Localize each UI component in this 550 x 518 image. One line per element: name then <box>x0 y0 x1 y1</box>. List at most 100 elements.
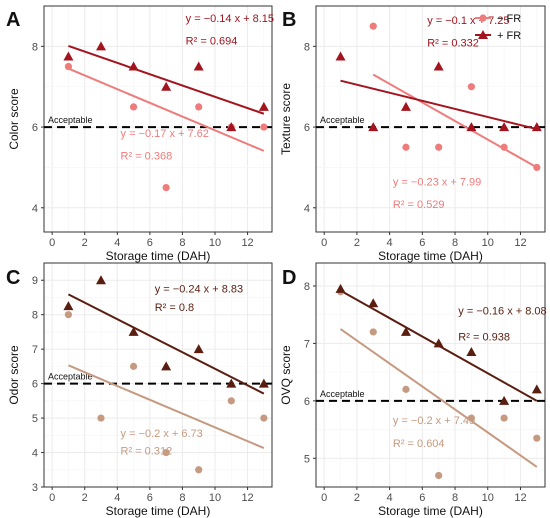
panel-c-point-0 <box>97 414 105 422</box>
panel-c-y-tick-label: 9 <box>32 275 38 287</box>
panel-a-equation-0: y = −0.17 x + 7.62 <box>121 128 209 140</box>
panel-c-point-0 <box>227 397 235 405</box>
panel-b-fit-line-0 <box>372 73 538 169</box>
panel-a-border <box>43 5 273 233</box>
panel-b-point-0 <box>533 163 541 172</box>
panel-c-x-tick-label: 2 <box>82 492 88 504</box>
panel-d-x-tick-label: 4 <box>387 492 393 504</box>
panel-d-point-0 <box>402 385 410 393</box>
panel-b-r2-1: R² = 0.332 <box>427 37 479 49</box>
panel-c-point-1 <box>226 378 237 388</box>
panel-b-x-tick-label: 8 <box>452 237 458 249</box>
panel-c-r2-1: R² = 0.8 <box>155 302 194 314</box>
panel-b-label: B <box>282 9 296 31</box>
panel-d-point-1 <box>368 298 379 308</box>
panel-d-equation-1: y = −0.16 x + 8.08 <box>458 306 546 318</box>
panel-a-fit-line-1 <box>68 45 265 115</box>
panel-a-equation-1: y = −0.14 x + 8.15 <box>186 13 274 25</box>
panel-a-y-tick-label: 4 <box>32 203 38 215</box>
panel-d-threshold-label: Acceptable <box>320 389 365 399</box>
panel-d-point-0 <box>533 434 541 442</box>
panel-b-r2-0: R² = 0.529 <box>393 199 445 211</box>
panel-c-x-tick-label: 6 <box>147 492 153 504</box>
panel-b-point-1 <box>433 61 444 71</box>
panel-b-y-axis-title: Texture score <box>279 83 293 155</box>
panel-c-point-0 <box>260 414 268 422</box>
panel-c-x-tick-label: 0 <box>49 492 55 504</box>
panel-c-y-tick-label: 6 <box>32 379 38 391</box>
panel-c-point-0 <box>129 362 138 370</box>
panel-d-point-1 <box>400 326 411 336</box>
panel-a-point-1 <box>128 61 139 71</box>
panel-a-x-tick-label: 6 <box>147 237 153 249</box>
panel-a-y-tick-label: 8 <box>32 41 38 53</box>
panel-b-point-1 <box>335 51 346 61</box>
panel-c-y-tick-label: 7 <box>32 344 38 356</box>
panel-a-point-1 <box>63 51 74 61</box>
panel-a-y-tick-label: 6 <box>32 122 38 134</box>
panel-b-x-tick-label: 10 <box>482 237 494 249</box>
panel-a-r2-0: R² = 0.368 <box>121 150 173 162</box>
panel-d-y-tick-label: 8 <box>304 281 310 293</box>
panel-d-r2-1: R² = 0.938 <box>458 332 510 344</box>
panel-b-point-1 <box>531 122 542 132</box>
panel-c-point-0 <box>64 311 73 319</box>
panel-a-fit-line-0 <box>68 67 265 152</box>
panel-b-x-tick-label: 12 <box>514 237 526 249</box>
panel-a-point-0 <box>162 184 170 192</box>
panel-b-point-1 <box>499 122 510 132</box>
panel-d-equation-0: y = −0.2 x + 7.45 <box>393 415 475 427</box>
panel-c-x-axis-title: Storage time (DAH) <box>106 504 211 518</box>
panel-c-point-1 <box>193 344 204 354</box>
panel-c-y-axis-title: Odor score <box>7 345 21 405</box>
panel-c-y-tick-label: 5 <box>32 413 38 425</box>
panel-a-x-tick-label: 12 <box>241 237 253 249</box>
panel-c-point-1 <box>63 301 74 311</box>
panel-b-x-tick-label: 4 <box>387 237 393 249</box>
panel-c-x-tick-label: 10 <box>209 492 221 504</box>
panel-d-point-0 <box>369 328 377 336</box>
panel-b-point-0 <box>369 22 377 30</box>
panel-d-x-axis-title: Storage time (DAH) <box>378 504 483 518</box>
panel-c-point-1 <box>128 326 139 336</box>
panel-d-x-tick-label: 0 <box>321 492 327 504</box>
panel-b-x-tick-label: 2 <box>354 237 360 249</box>
panel-c-point-0 <box>162 448 170 457</box>
panel-c-x-tick-label: 12 <box>241 492 253 504</box>
panel-b-point-1 <box>400 101 411 111</box>
panel-d-x-tick-label: 8 <box>452 492 458 504</box>
panel-b-y-tick-label: 8 <box>304 41 310 53</box>
panel-c-equation-0: y = −0.2 x + 6.73 <box>121 428 203 440</box>
panel-b-border <box>315 5 546 233</box>
panel-c-border <box>43 262 273 488</box>
panel-c-y-tick-label: 3 <box>32 482 38 494</box>
panel-c-point-1 <box>96 275 106 285</box>
panel-c-point-1 <box>258 378 269 388</box>
panel-a-point-1 <box>258 101 269 111</box>
panel-a-x-axis-title: Storage time (DAH) <box>106 249 211 263</box>
panel-a-x-tick-label: 8 <box>179 237 185 249</box>
panel-d-point-0 <box>435 471 443 480</box>
panel-b-equation-0: y = −0.23 x + 7.99 <box>393 177 481 189</box>
panel-b-x-axis-title: Storage time (DAH) <box>378 249 483 263</box>
panel-d-point-1 <box>466 347 477 357</box>
panel-b-threshold-label: Acceptable <box>320 115 365 125</box>
panel-c-y-tick-label: 4 <box>32 448 38 460</box>
panel-c-x-tick-label: 4 <box>114 492 120 504</box>
panel-c-threshold-label: Acceptable <box>48 372 93 382</box>
panel-a-point-0 <box>195 103 203 111</box>
panel-a-label: A <box>6 9 20 31</box>
panel-a-x-tick-label: 0 <box>49 237 55 249</box>
panel-b-point-0 <box>402 143 410 151</box>
panel-d-point-1 <box>531 384 542 394</box>
panel-b-legend-label: + FR <box>497 30 521 42</box>
panel-c-fit-line-1 <box>67 293 265 395</box>
panel-d-x-tick-label: 12 <box>514 492 526 504</box>
panel-c-label: C <box>6 267 20 289</box>
panel-a-y-axis-title: Color score <box>7 88 21 150</box>
panel-d-y-tick-label: 7 <box>304 338 310 350</box>
panel-c-point-1 <box>161 361 172 371</box>
panel-b-point-1 <box>368 122 379 132</box>
panel-d-r2-0: R² = 0.604 <box>393 438 445 450</box>
